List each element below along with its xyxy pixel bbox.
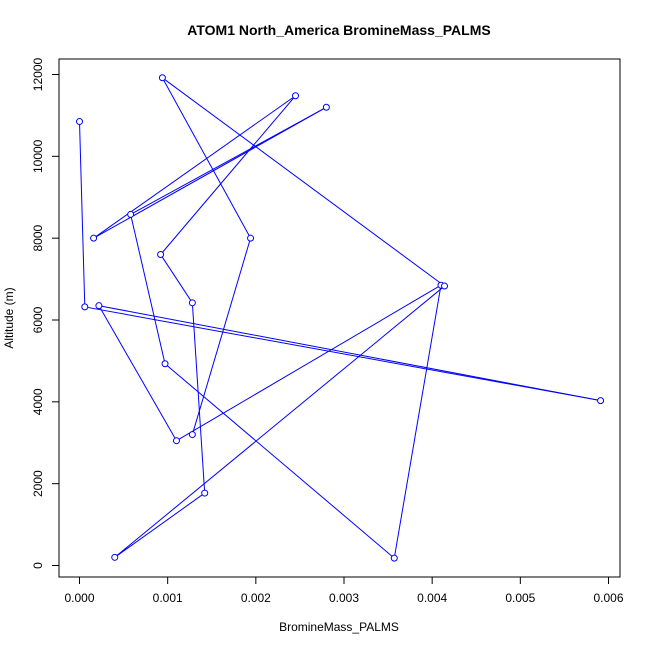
data-point bbox=[111, 553, 119, 561]
y-tick-label: 2000 bbox=[31, 470, 45, 497]
plot-frame bbox=[58, 58, 621, 578]
series-segment bbox=[101, 305, 598, 401]
series-segment bbox=[161, 256, 192, 301]
data-point bbox=[158, 74, 166, 82]
data-point bbox=[188, 431, 196, 439]
x-axis-label: BromineMass_PALMS bbox=[279, 620, 399, 634]
x-tick-label: 0.002 bbox=[241, 591, 271, 605]
series-segment bbox=[394, 288, 441, 556]
data-point bbox=[390, 554, 398, 562]
data-point bbox=[127, 210, 135, 218]
data-point bbox=[188, 299, 196, 307]
y-tick-label: 12000 bbox=[31, 57, 45, 91]
series-segment bbox=[164, 79, 443, 285]
y-tick-label: 4000 bbox=[31, 388, 45, 415]
data-point bbox=[172, 437, 180, 445]
x-tick-label: 0.001 bbox=[153, 591, 183, 605]
y-tick-label: 10000 bbox=[31, 139, 45, 173]
series-segment bbox=[130, 217, 165, 361]
y-axis: 0 2000 4000 6000 8000 10000 12000 bbox=[31, 57, 59, 569]
x-tick-label: 0.006 bbox=[593, 591, 623, 605]
chart-title: ATOM1 North_America BromineMass_PALMS bbox=[187, 22, 490, 38]
series-layer bbox=[76, 74, 605, 562]
x-tick-label: 0.005 bbox=[505, 591, 535, 605]
series-segment bbox=[163, 80, 250, 236]
data-point bbox=[441, 282, 449, 290]
y-tick-label: 8000 bbox=[31, 224, 45, 251]
y-tick-label: 0 bbox=[31, 562, 45, 569]
data-point bbox=[597, 397, 605, 405]
data-point bbox=[201, 489, 209, 497]
y-axis-label: Altitude (m) bbox=[2, 287, 16, 348]
data-point bbox=[76, 118, 83, 126]
data-point bbox=[292, 92, 300, 100]
x-axis: 0.000 0.001 0.002 0.003 0.004 0.005 0.006 bbox=[64, 577, 624, 605]
y-tick-label: 6000 bbox=[31, 306, 45, 333]
series-segment bbox=[79, 124, 86, 304]
data-point bbox=[322, 103, 330, 111]
series-segment bbox=[99, 308, 176, 439]
series-segment bbox=[166, 365, 393, 557]
data-point bbox=[95, 302, 103, 310]
data-point bbox=[247, 234, 255, 242]
series-segment bbox=[178, 286, 439, 440]
x-tick-label: 0.004 bbox=[417, 591, 447, 605]
x-tick-label: 0.000 bbox=[64, 591, 94, 605]
series-segment bbox=[87, 306, 598, 401]
series-segment bbox=[116, 287, 443, 556]
data-point bbox=[157, 251, 165, 259]
series-segment bbox=[192, 305, 206, 491]
data-point bbox=[81, 303, 89, 311]
series-segment bbox=[162, 97, 294, 253]
data-point bbox=[90, 234, 98, 242]
series-segment bbox=[116, 494, 203, 556]
series-segment bbox=[192, 240, 251, 432]
data-point bbox=[161, 360, 169, 368]
x-tick-label: 0.003 bbox=[329, 591, 359, 605]
series-segment bbox=[95, 108, 324, 238]
